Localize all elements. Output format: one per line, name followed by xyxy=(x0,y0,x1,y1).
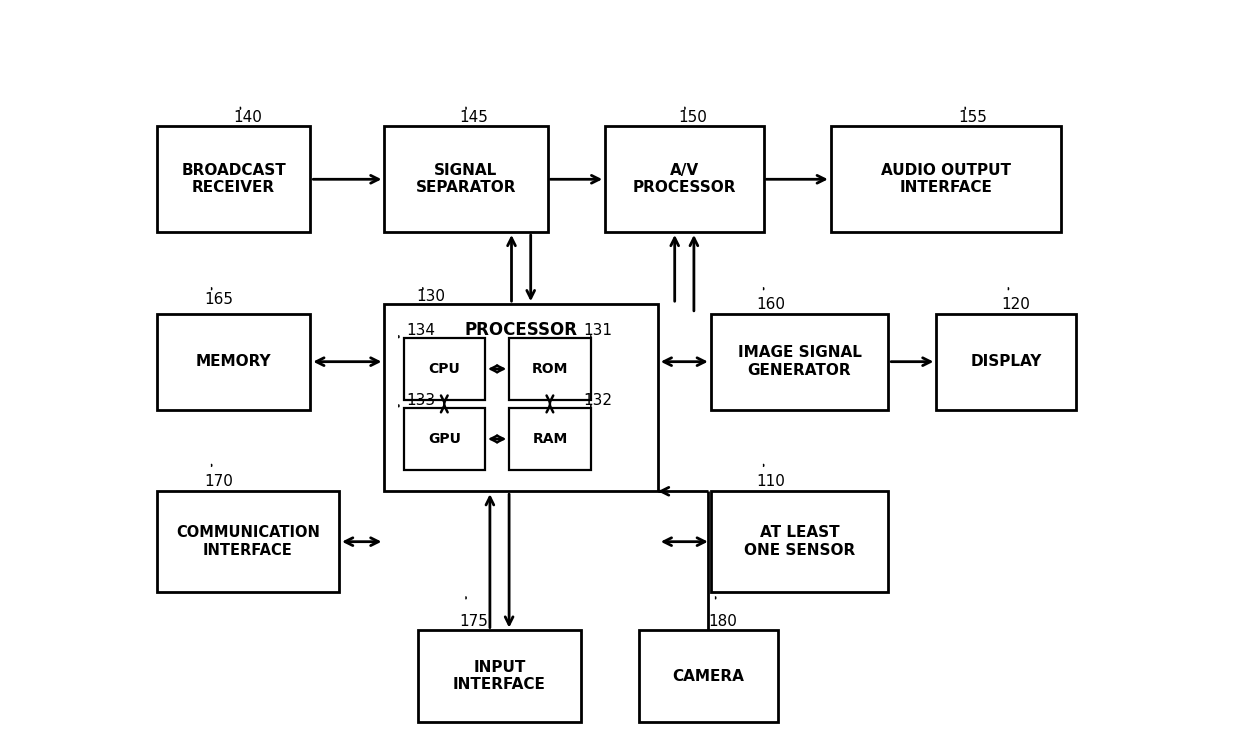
Text: CAMERA: CAMERA xyxy=(673,668,745,683)
FancyBboxPatch shape xyxy=(711,491,888,592)
Text: INPUT
INTERFACE: INPUT INTERFACE xyxy=(453,660,546,692)
Text: MEMORY: MEMORY xyxy=(196,354,271,369)
FancyBboxPatch shape xyxy=(830,126,1061,232)
Text: 132: 132 xyxy=(584,393,612,407)
Text: GPU: GPU xyxy=(427,432,461,446)
Text: 131: 131 xyxy=(584,323,612,338)
Text: 165: 165 xyxy=(204,292,234,307)
FancyBboxPatch shape xyxy=(509,338,591,400)
Text: 130: 130 xyxy=(416,289,445,304)
FancyBboxPatch shape xyxy=(157,126,311,232)
Text: ROM: ROM xyxy=(532,362,569,376)
Text: 155: 155 xyxy=(959,110,987,125)
FancyBboxPatch shape xyxy=(384,304,658,491)
Text: 120: 120 xyxy=(1001,297,1031,311)
FancyBboxPatch shape xyxy=(638,631,778,722)
FancyBboxPatch shape xyxy=(711,314,888,410)
Text: 133: 133 xyxy=(406,393,435,407)
Text: IMAGE SIGNAL
GENERATOR: IMAGE SIGNAL GENERATOR xyxy=(737,345,861,378)
Text: 134: 134 xyxy=(406,323,435,338)
Text: CPU: CPU xyxy=(429,362,460,376)
Text: PROCESSOR: PROCESSOR xyxy=(465,321,577,339)
Text: 160: 160 xyxy=(757,297,786,311)
FancyBboxPatch shape xyxy=(384,126,548,232)
Text: AT LEAST
ONE SENSOR: AT LEAST ONE SENSOR xyxy=(743,525,855,558)
Text: RAM: RAM xyxy=(533,432,567,446)
Text: A/V
PROCESSOR: A/V PROCESSOR xyxy=(633,163,736,196)
FancyBboxPatch shape xyxy=(509,407,591,470)
Text: 175: 175 xyxy=(460,614,488,628)
Text: COMMUNICATION
INTERFACE: COMMUNICATION INTERFACE xyxy=(176,525,320,558)
FancyBboxPatch shape xyxy=(605,126,763,232)
Text: 145: 145 xyxy=(460,110,488,125)
Text: SIGNAL
SEPARATOR: SIGNAL SEPARATOR xyxy=(415,163,517,196)
Text: BROADCAST
RECEIVER: BROADCAST RECEIVER xyxy=(181,163,286,196)
Text: 170: 170 xyxy=(204,474,234,489)
FancyBboxPatch shape xyxy=(404,338,486,400)
FancyBboxPatch shape xyxy=(157,491,339,592)
Text: 180: 180 xyxy=(709,614,737,628)
Text: DISPLAY: DISPLAY xyxy=(970,354,1042,369)
Text: AUDIO OUTPUT
INTERFACE: AUDIO OUTPUT INTERFACE xyxy=(881,163,1011,196)
FancyBboxPatch shape xyxy=(404,407,486,470)
FancyBboxPatch shape xyxy=(937,314,1075,410)
FancyBboxPatch shape xyxy=(157,314,311,410)
FancyBboxPatch shape xyxy=(418,631,581,722)
Text: 140: 140 xyxy=(234,110,263,125)
Text: 150: 150 xyxy=(678,110,707,125)
Text: 110: 110 xyxy=(757,474,786,489)
